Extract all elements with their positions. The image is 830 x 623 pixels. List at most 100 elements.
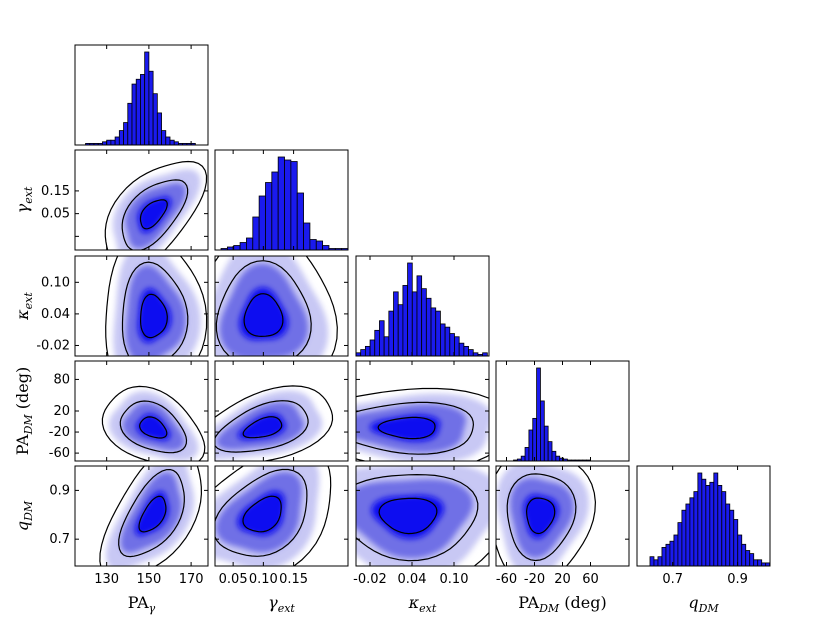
y-tick-label: 0.05	[41, 207, 70, 222]
label-base: κ	[13, 309, 32, 321]
contour-line	[105, 256, 208, 356]
panel-frame	[74, 44, 209, 146]
hist-bar	[709, 481, 715, 567]
contour-line	[101, 385, 206, 461]
y-tick-label: 0.15	[41, 184, 70, 199]
histogram-q_dm	[636, 465, 771, 567]
hist-bar	[239, 242, 247, 251]
hist-bar	[165, 136, 171, 146]
x-tick-label: 0.9	[727, 572, 748, 587]
label-base: q	[13, 521, 32, 531]
label-unit: (deg)	[13, 367, 32, 415]
x-tick-label: 0.7	[662, 572, 683, 587]
hist-bar	[725, 503, 731, 567]
x-tick-label: 0.04	[398, 572, 427, 587]
hist-bar	[555, 455, 561, 462]
panel-pa_gamma-vs-kappa_ext	[74, 255, 209, 357]
hist-bar	[693, 491, 699, 567]
y-tick-label: -20	[49, 425, 70, 440]
contour-line	[506, 473, 577, 562]
hist-bar	[290, 161, 298, 251]
density-region	[523, 494, 559, 539]
x-tick-label: -20	[524, 572, 545, 587]
panel-gamma_ext-vs-kappa_ext	[214, 255, 349, 357]
panel-kappa_ext-vs-q_dm	[355, 465, 490, 567]
ticks	[215, 466, 348, 566]
hist-bar	[271, 171, 279, 251]
ticks	[356, 361, 489, 461]
panel-pa_gamma-vs-pa_dm	[74, 360, 209, 462]
label-subscript: DM	[22, 500, 35, 522]
y-tick-label: 0.10	[41, 275, 70, 290]
hist-bar	[140, 74, 146, 146]
hist-bar	[284, 159, 292, 251]
hist-bar	[705, 484, 711, 567]
y-tick-label: 0.9	[49, 483, 70, 498]
hist-bar	[440, 323, 446, 357]
panel-gamma_ext-vs-q_dm	[214, 465, 349, 567]
panel-frame	[355, 255, 490, 357]
panel-pa_gamma-vs-q_dm	[74, 465, 209, 567]
hist-bar	[296, 192, 304, 251]
hist-bar	[233, 245, 241, 251]
contour-line	[215, 466, 332, 566]
label-subscript: DM	[698, 602, 720, 615]
y-axis-label-q_dm: qDM	[13, 500, 35, 531]
hist-bar	[131, 83, 137, 146]
hist-bar	[665, 543, 671, 567]
contour-line	[356, 387, 489, 461]
x-tick-label: 130	[94, 572, 119, 587]
contour-line	[378, 497, 438, 535]
label-subscript: ext	[278, 602, 296, 615]
hist-bar	[369, 339, 376, 357]
hist-bar	[407, 262, 413, 357]
panel-kappa_ext-vs-pa_dm	[355, 360, 490, 462]
label-subscript: DM	[538, 602, 560, 615]
hist-bar	[532, 417, 537, 462]
hist-bar	[152, 93, 158, 146]
density-region	[237, 491, 285, 536]
hist-bar	[689, 497, 695, 567]
ticks	[506, 361, 591, 461]
hist-bar	[444, 326, 451, 357]
contour-line	[118, 468, 185, 558]
hist-bar	[753, 559, 759, 567]
ticks	[496, 466, 629, 566]
x-tick-label: 20	[554, 572, 571, 587]
ticks	[672, 466, 739, 566]
label-subscript: ext	[419, 602, 437, 615]
density-region	[135, 491, 169, 536]
hist-bar	[540, 400, 545, 462]
ticks	[75, 361, 208, 461]
y-tick-label: 0.04	[41, 307, 70, 322]
hist-bar	[520, 455, 526, 462]
hist-bar	[118, 130, 124, 146]
hist-bar	[528, 429, 534, 462]
x-tick-label: 60	[582, 572, 599, 587]
contour-line	[121, 179, 189, 250]
hist-bar	[144, 51, 150, 146]
panel-frame	[355, 465, 490, 567]
hist-bar	[653, 559, 659, 567]
hist-bar	[551, 450, 557, 462]
hist-bar	[536, 367, 541, 462]
x-tick-label: 150	[136, 572, 161, 587]
hist-bar	[749, 553, 755, 567]
hist-bar	[402, 285, 408, 357]
x-tick-label: -60	[496, 572, 517, 587]
hist-bar	[669, 540, 675, 567]
hist-bar	[547, 441, 553, 462]
label-subscript: ext	[22, 292, 35, 310]
density-region	[137, 196, 172, 233]
hist-bar	[454, 336, 460, 357]
panel-gamma_ext-vs-pa_dm	[214, 360, 349, 462]
x-axis-label-gamma_ext: γext	[268, 593, 295, 615]
contour-line	[243, 293, 284, 338]
hist-bar	[468, 349, 474, 357]
hist-bar	[393, 291, 399, 357]
contour-line	[119, 400, 188, 454]
y-tick-label: -60	[49, 446, 70, 461]
y-tick-label: -0.02	[36, 338, 70, 353]
ticks	[232, 150, 295, 250]
contour-line	[242, 495, 282, 533]
